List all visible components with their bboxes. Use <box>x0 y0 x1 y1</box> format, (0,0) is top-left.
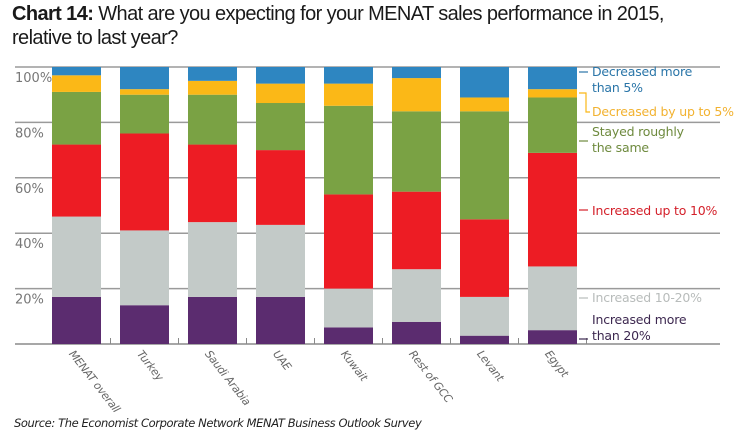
bar-segment <box>324 67 373 84</box>
bar-segment <box>120 133 169 231</box>
bar-segment <box>324 105 373 195</box>
legend-label: Increased 10-20% <box>592 290 702 305</box>
bar-segment <box>324 83 373 106</box>
legend-label: the same <box>592 140 649 155</box>
bar-segment <box>120 89 169 95</box>
legend-item: Increased up to 10% <box>579 203 718 218</box>
x-tick-label: Egypt <box>542 348 571 381</box>
chart-title: Chart 14: What are you expecting for you… <box>12 2 742 50</box>
bar-segment <box>188 296 237 344</box>
bar-stack <box>52 67 101 344</box>
bar-segment <box>188 80 237 95</box>
bar-stack <box>324 67 373 344</box>
legend-label: Increased more <box>592 312 687 327</box>
bar-segment <box>460 335 509 344</box>
bar-segment <box>188 94 237 145</box>
bars <box>52 67 577 344</box>
bar-segment <box>188 222 237 297</box>
bar-stack <box>188 67 237 344</box>
bar-stack <box>460 67 509 344</box>
y-tick-label: 80% <box>15 126 44 141</box>
bar-segment <box>120 305 169 344</box>
legend-label: Increased up to 10% <box>592 203 717 218</box>
bar-segment <box>392 269 441 322</box>
bar-segment <box>52 296 101 344</box>
bar-segment <box>52 216 101 297</box>
bar-segment <box>256 150 305 225</box>
bar-segment <box>460 97 509 112</box>
x-axis-labels: MENAT overall Turkey Saudi Arabia UAE Kuwait… <box>66 348 571 415</box>
bar-segment <box>52 75 101 92</box>
y-axis-ticks: 20% 40% 60% 80% 100% <box>15 71 52 308</box>
chart-title-line2: relative to last year? <box>12 27 178 49</box>
bar-segment <box>392 191 441 270</box>
bar-segment <box>392 321 441 344</box>
bar-segment <box>256 224 305 297</box>
bar-segment <box>120 67 169 90</box>
bar-segment <box>256 103 305 151</box>
legend-leader-line <box>579 92 590 113</box>
bar-segment <box>324 327 373 344</box>
bar-segment <box>256 296 305 344</box>
bar-segment <box>392 67 441 79</box>
bar-stack <box>256 67 305 344</box>
bar-segment <box>256 67 305 84</box>
bar-segment <box>528 97 577 153</box>
bar-stack <box>392 67 441 344</box>
legend-item: Decreased by up to 5% <box>579 92 734 119</box>
bar-segment <box>52 67 101 76</box>
bar-stack <box>528 67 577 344</box>
bar-segment <box>460 111 509 220</box>
bar-segment <box>324 288 373 328</box>
legend-label: Stayed roughly <box>592 124 685 139</box>
bar-segment <box>120 94 169 134</box>
bar-segment <box>188 67 237 81</box>
source-note: Source: The Economist Corporate Network … <box>14 416 422 430</box>
y-tick-label: 60% <box>15 182 44 197</box>
x-tick-label: Kuwait <box>338 348 371 385</box>
x-tick-label: UAE <box>270 348 294 373</box>
y-tick-label: 100% <box>15 71 52 86</box>
bar-segment <box>528 266 577 331</box>
legend-label: than 20% <box>592 328 651 343</box>
bar-segment <box>52 144 101 217</box>
bar-segment <box>52 91 101 145</box>
bar-segment <box>528 67 577 90</box>
chart-title-line1: What are you expecting for your MENAT sa… <box>98 3 664 25</box>
x-tick-label: MENAT overall <box>66 348 123 415</box>
x-tick-label: Rest of GCC <box>406 348 455 406</box>
bar-segment <box>460 219 509 297</box>
bar-stack <box>120 67 169 344</box>
bar-segment <box>392 111 441 192</box>
x-tick-label: Turkey <box>134 348 166 384</box>
bar-segment <box>460 296 509 336</box>
bar-segment <box>256 83 305 104</box>
bar-segment <box>528 330 577 344</box>
y-tick-label: 20% <box>15 293 44 308</box>
chart-number: Chart 14: <box>12 3 94 25</box>
x-tick-label: Levant <box>474 348 507 385</box>
y-tick-label: 40% <box>15 237 44 252</box>
legend-label: Decreased by up to 5% <box>592 104 734 119</box>
bar-segment <box>460 67 509 98</box>
legend-label: than 5% <box>592 80 643 95</box>
bar-segment <box>392 78 441 112</box>
bar-segment <box>120 230 169 306</box>
bar-segment <box>528 89 577 98</box>
x-tick-label: Saudi Arabia <box>202 348 253 409</box>
legend-item: Increased 10-20% <box>579 290 702 305</box>
bar-segment <box>188 144 237 223</box>
bar-segment <box>528 152 577 267</box>
bar-segment <box>324 194 373 289</box>
legend-label: Decreased more <box>592 64 693 79</box>
